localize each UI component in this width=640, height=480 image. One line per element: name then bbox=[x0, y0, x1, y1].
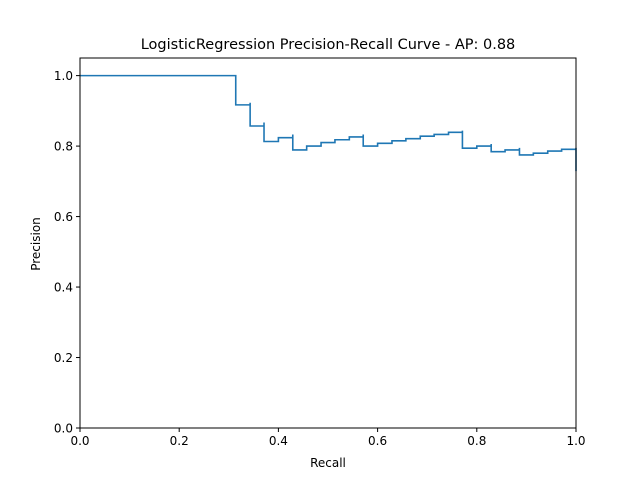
x-tick-label: 0.2 bbox=[170, 434, 189, 448]
axes-frame bbox=[79, 57, 577, 429]
y-tick-label: 0.6 bbox=[54, 210, 73, 224]
precision-recall-curve bbox=[80, 74, 577, 172]
y-axis-label: Precision bbox=[29, 217, 43, 271]
x-axis-ticks: 0.0 0.2 0.4 0.6 0.8 1.0 bbox=[70, 428, 586, 448]
x-tick-label: 0.4 bbox=[269, 434, 288, 448]
axes-border bbox=[79, 57, 577, 429]
plot-area bbox=[80, 74, 577, 172]
y-tick-label: 0.2 bbox=[54, 351, 73, 365]
x-tick-label: 0.8 bbox=[467, 434, 486, 448]
y-tick-label: 0.0 bbox=[54, 422, 73, 436]
x-axis-label: Recall bbox=[310, 456, 346, 470]
x-tick-label: 1.0 bbox=[566, 434, 585, 448]
y-axis-ticks: 0.0 0.2 0.4 0.6 0.8 1.0 bbox=[54, 69, 80, 436]
x-tick-label: 0.6 bbox=[368, 434, 387, 448]
y-tick-label: 0.8 bbox=[54, 140, 73, 154]
y-tick-label: 1.0 bbox=[54, 69, 73, 83]
y-tick-label: 0.4 bbox=[54, 281, 73, 295]
chart-title: LogisticRegression Precision-Recall Curv… bbox=[141, 37, 516, 53]
x-tick-label: 0.0 bbox=[70, 434, 89, 448]
